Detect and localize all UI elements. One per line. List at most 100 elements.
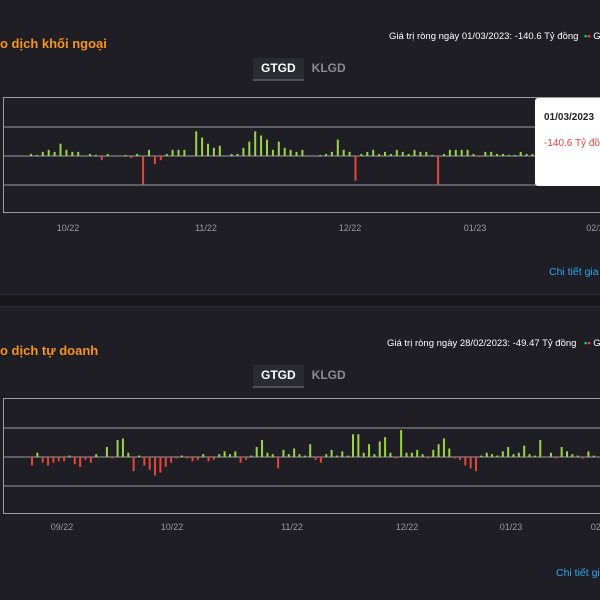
bar-positive[interactable] bbox=[348, 151, 351, 156]
bar-positive[interactable] bbox=[183, 149, 186, 156]
bar-positive[interactable] bbox=[335, 455, 338, 457]
bar-positive[interactable] bbox=[325, 454, 328, 457]
bar-positive[interactable] bbox=[148, 149, 150, 156]
detail-link[interactable]: Chi tiết gia bbox=[556, 567, 600, 579]
bar-positive[interactable] bbox=[592, 455, 595, 457]
chart-plot-area[interactable] bbox=[3, 398, 600, 514]
bar-positive[interactable] bbox=[484, 151, 487, 156]
bar-negative[interactable] bbox=[132, 457, 135, 472]
bar-positive[interactable] bbox=[539, 439, 542, 457]
bar-positive[interactable] bbox=[330, 449, 333, 457]
bar-positive[interactable] bbox=[490, 151, 493, 156]
bar-positive[interactable] bbox=[400, 430, 403, 457]
bar-positive[interactable] bbox=[223, 451, 226, 457]
bar-negative[interactable] bbox=[555, 457, 558, 459]
bar-positive[interactable] bbox=[65, 149, 68, 156]
bar-positive[interactable] bbox=[271, 454, 274, 457]
tab-gtgd[interactable]: GTGD bbox=[253, 58, 304, 81]
bar-negative[interactable] bbox=[196, 457, 199, 460]
bar-positive[interactable] bbox=[480, 455, 483, 457]
bar-negative[interactable] bbox=[478, 156, 481, 158]
bar-positive[interactable] bbox=[421, 454, 424, 457]
bar-positive[interactable] bbox=[454, 149, 457, 156]
bar-positive[interactable] bbox=[525, 153, 528, 156]
bar-positive[interactable] bbox=[330, 151, 333, 156]
bar-positive[interactable] bbox=[531, 153, 534, 156]
bar-positive[interactable] bbox=[218, 145, 221, 156]
bar-positive[interactable] bbox=[576, 455, 579, 457]
bar-positive[interactable] bbox=[401, 151, 404, 156]
bar-positive[interactable] bbox=[309, 444, 312, 457]
bar-negative[interactable] bbox=[89, 457, 92, 463]
bar-negative[interactable] bbox=[143, 457, 146, 466]
bar-positive[interactable] bbox=[250, 455, 253, 457]
detail-link[interactable]: Chi tiết gia bbox=[549, 266, 599, 278]
bar-positive[interactable] bbox=[442, 438, 445, 457]
bar-positive[interactable] bbox=[41, 151, 44, 156]
bar-negative[interactable] bbox=[175, 457, 178, 459]
bar-positive[interactable] bbox=[410, 452, 413, 457]
bar-negative[interactable] bbox=[159, 156, 162, 161]
bar-positive[interactable] bbox=[242, 147, 245, 156]
bar-positive[interactable] bbox=[517, 452, 520, 457]
chart-plot-area[interactable] bbox=[3, 97, 600, 213]
bar-positive[interactable] bbox=[472, 153, 475, 156]
bar-positive[interactable] bbox=[319, 154, 322, 156]
bar-positive[interactable] bbox=[378, 441, 381, 457]
bar-positive[interactable] bbox=[202, 454, 205, 457]
bar-positive[interactable] bbox=[372, 149, 375, 156]
bar-positive[interactable] bbox=[236, 153, 239, 156]
bar-negative[interactable] bbox=[354, 156, 357, 181]
bar-negative[interactable] bbox=[41, 457, 44, 463]
bar-negative[interactable] bbox=[159, 457, 162, 473]
bar-positive[interactable] bbox=[419, 151, 422, 156]
bar-positive[interactable] bbox=[116, 439, 119, 457]
bar-positive[interactable] bbox=[47, 149, 50, 156]
bar-negative[interactable] bbox=[100, 156, 103, 161]
bar-negative[interactable] bbox=[170, 457, 173, 463]
bar-positive[interactable] bbox=[94, 154, 97, 156]
bar-positive[interactable] bbox=[448, 448, 451, 457]
bar-negative[interactable] bbox=[57, 457, 60, 462]
bar-positive[interactable] bbox=[389, 452, 392, 457]
bar-positive[interactable] bbox=[566, 451, 568, 457]
bar-positive[interactable] bbox=[254, 131, 257, 156]
bar-positive[interactable] bbox=[448, 149, 451, 156]
bar-positive[interactable] bbox=[293, 448, 296, 457]
bar-positive[interactable] bbox=[212, 147, 215, 156]
bar-negative[interactable] bbox=[164, 457, 167, 467]
bar-positive[interactable] bbox=[507, 447, 510, 457]
bar-positive[interactable] bbox=[277, 141, 280, 156]
bar-positive[interactable] bbox=[533, 455, 536, 457]
bar-positive[interactable] bbox=[248, 141, 251, 156]
bar-positive[interactable] bbox=[89, 153, 91, 156]
bar-positive[interactable] bbox=[121, 438, 124, 457]
bar-positive[interactable] bbox=[496, 153, 499, 156]
bar-negative[interactable] bbox=[245, 457, 247, 460]
bar-positive[interactable] bbox=[124, 154, 127, 156]
bar-negative[interactable] bbox=[319, 457, 322, 463]
tab-klgd[interactable]: KLGD bbox=[311, 368, 346, 382]
proprietary-net-bar-chart[interactable] bbox=[4, 399, 600, 515]
bar-negative[interactable] bbox=[111, 457, 114, 459]
bar-positive[interactable] bbox=[357, 434, 360, 457]
tab-gtgd[interactable]: GTGD bbox=[253, 365, 304, 388]
bar-positive[interactable] bbox=[165, 153, 168, 156]
bar-positive[interactable] bbox=[432, 449, 435, 457]
bar-positive[interactable] bbox=[501, 451, 504, 457]
bar-positive[interactable] bbox=[416, 449, 419, 457]
bar-positive[interactable] bbox=[201, 137, 204, 156]
bar-positive[interactable] bbox=[35, 154, 38, 156]
bar-positive[interactable] bbox=[177, 149, 180, 156]
bar-positive[interactable] bbox=[95, 454, 98, 457]
bar-negative[interactable] bbox=[207, 457, 210, 462]
bar-positive[interactable] bbox=[407, 153, 410, 156]
bar-positive[interactable] bbox=[71, 151, 74, 156]
bar-negative[interactable] bbox=[239, 457, 242, 463]
bar-negative[interactable] bbox=[459, 457, 461, 460]
bar-negative[interactable] bbox=[73, 457, 76, 465]
bar-negative[interactable] bbox=[394, 457, 397, 459]
bar-positive[interactable] bbox=[303, 455, 306, 457]
bar-positive[interactable] bbox=[68, 455, 71, 457]
bar-positive[interactable] bbox=[342, 149, 345, 156]
